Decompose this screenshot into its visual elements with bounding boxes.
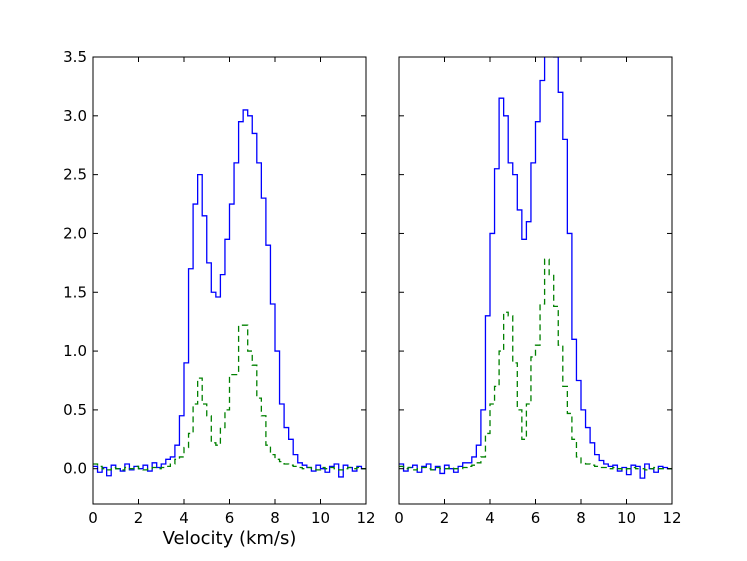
x-tick-label: 2 bbox=[134, 509, 144, 527]
y-tick-label: 2.5 bbox=[63, 166, 87, 184]
step-line bbox=[93, 324, 366, 471]
x-tick-label: 12 bbox=[662, 509, 681, 527]
step-line bbox=[399, 258, 672, 471]
x-tick-label: 2 bbox=[440, 509, 450, 527]
x-axis-label: Velocity (km/s) bbox=[163, 528, 297, 549]
x-tick-label: 12 bbox=[356, 509, 375, 527]
y-tick-label: 1.5 bbox=[63, 283, 87, 301]
x-tick-label: 0 bbox=[394, 509, 404, 527]
plot-frame bbox=[92, 56, 367, 505]
x-tick-label: 0 bbox=[88, 509, 98, 527]
x-tick-label: 6 bbox=[531, 509, 541, 527]
x-tick-label: 8 bbox=[576, 509, 586, 527]
step-line bbox=[93, 109, 366, 478]
y-tick-label: 3.5 bbox=[63, 48, 87, 66]
y-tick-label: 1.0 bbox=[63, 342, 87, 360]
y-tick-label: 0.5 bbox=[63, 401, 87, 419]
y-tick-label: 3.0 bbox=[63, 107, 87, 125]
x-tick-label: 10 bbox=[311, 509, 330, 527]
y-tick-label: 2.0 bbox=[63, 224, 87, 242]
x-tick-label: 8 bbox=[270, 509, 280, 527]
x-tick-label: 4 bbox=[485, 509, 495, 527]
x-tick-label: 6 bbox=[225, 509, 235, 527]
x-tick-label: 4 bbox=[179, 509, 189, 527]
x-tick-label: 10 bbox=[617, 509, 636, 527]
y-tick-label: 0.0 bbox=[63, 460, 87, 478]
step-line bbox=[399, 57, 672, 479]
